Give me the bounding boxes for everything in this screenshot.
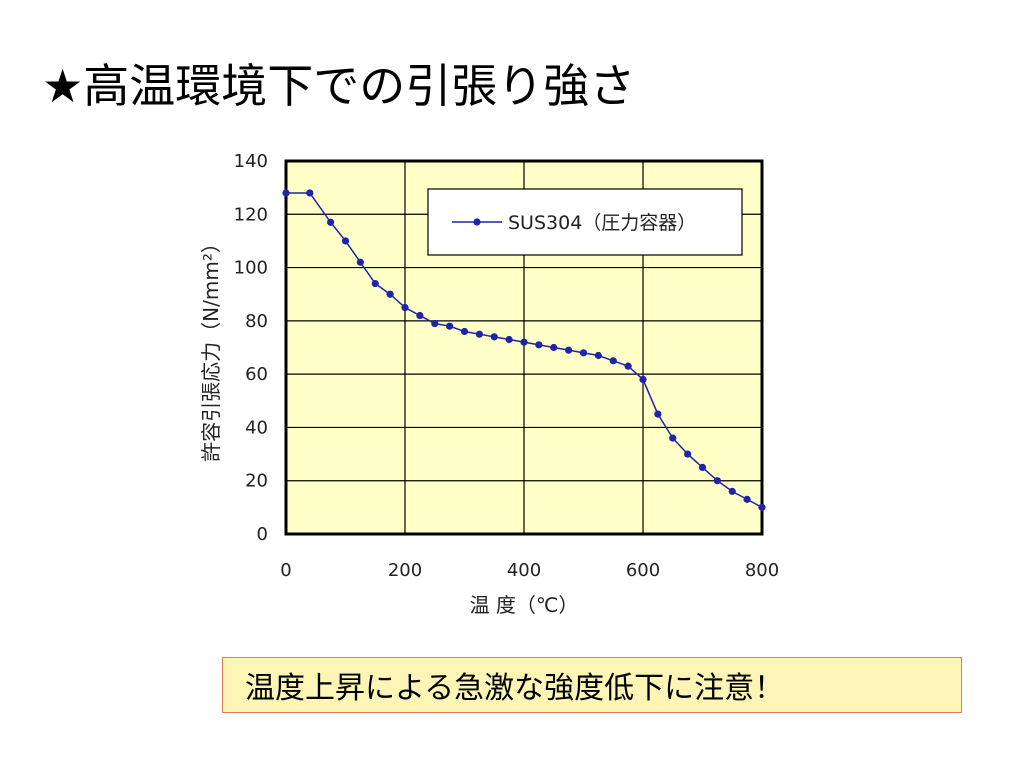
data-point <box>356 258 364 266</box>
slide-title: ★高温環境下での引張り強さ <box>42 59 636 113</box>
x-tick-label: 0 <box>280 560 291 581</box>
data-point <box>713 477 721 485</box>
warning-note-text: 温度上昇による急激な強度低下に注意！ <box>245 671 785 706</box>
x-axis-label: 温 度（℃） <box>470 593 579 617</box>
data-point <box>550 343 558 352</box>
x-tick-label: 600 <box>626 560 660 581</box>
data-point <box>431 319 439 328</box>
data-point <box>306 189 314 197</box>
data-point <box>639 375 647 384</box>
y-tick-label: 100 <box>234 258 268 279</box>
x-tick-label: 200 <box>388 560 422 581</box>
data-point <box>341 237 350 245</box>
data-point <box>654 410 662 418</box>
data-point <box>520 338 528 346</box>
chart-layer: 0 20 40 60 80 100 120 140 0 200 400 600 800 温 度（℃） 許容引… <box>199 151 779 617</box>
y-tick-label: 40 <box>245 417 268 438</box>
data-point <box>565 346 573 354</box>
data-point <box>669 434 677 442</box>
data-point <box>446 322 454 330</box>
data-point <box>609 357 617 365</box>
data-point <box>684 450 692 458</box>
data-point <box>743 495 751 503</box>
y-axis-label: 許容引張応力（N/mm²） <box>199 233 223 462</box>
plot-border <box>284 159 764 536</box>
data-point <box>386 290 394 298</box>
x-tick-label: 400 <box>507 560 541 581</box>
data-point <box>728 487 736 495</box>
legend-label: SUS304（圧力容器） <box>508 212 696 234</box>
data-point <box>371 279 379 288</box>
data-point <box>475 330 483 338</box>
data-point <box>401 303 409 312</box>
legend-marker <box>473 218 481 226</box>
data-point <box>594 351 602 360</box>
y-tick-label: 20 <box>245 471 268 492</box>
data-point <box>327 218 335 226</box>
y-tick-label: 60 <box>245 364 268 385</box>
data-point <box>416 311 424 320</box>
data-point <box>535 341 543 349</box>
y-tick-label: 80 <box>245 311 268 332</box>
data-point <box>579 349 588 357</box>
y-tick-label: 140 <box>234 151 268 172</box>
data-point <box>624 362 632 370</box>
warning-note-box: 温度上昇による急激な強度低下に注意！ <box>222 657 962 713</box>
y-tick-label: 120 <box>234 204 268 225</box>
data-point <box>758 503 766 511</box>
data-point <box>505 335 513 344</box>
data-point <box>698 463 707 471</box>
x-tick-label: 800 <box>745 560 779 581</box>
data-point <box>282 189 290 197</box>
data-point <box>490 333 498 341</box>
y-tick-label: 0 <box>257 524 268 545</box>
data-point <box>460 327 469 336</box>
